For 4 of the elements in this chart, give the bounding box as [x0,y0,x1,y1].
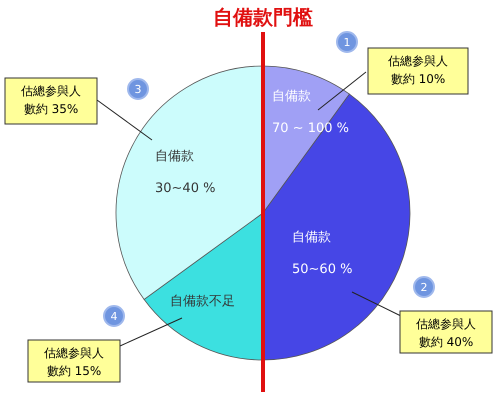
chart-title: 自備款門檻 [213,5,313,29]
slice-label: 自備款不足 [170,294,235,309]
category-label: 自備款 50~60 % [292,230,352,277]
category-label: 自備款 30~40 % [155,149,216,196]
